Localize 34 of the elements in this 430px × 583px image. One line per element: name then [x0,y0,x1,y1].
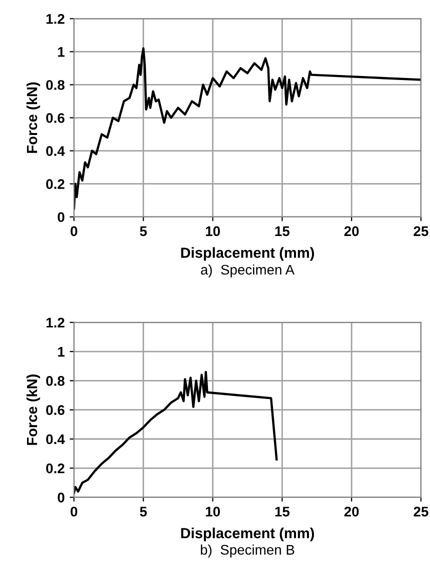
x-tick-label: 25 [414,226,428,236]
y-tick-label: 1.2 [46,14,64,24]
y-tick-label: 0.8 [46,376,65,386]
x-tick-label: 5 [140,226,147,236]
line-series [74,47,421,210]
y-tick-label: 0.4 [46,434,65,444]
y-tick-label: 0 [58,212,64,222]
x-tick-label: 25 [414,506,428,517]
y-axis-title: Force (kN) [26,374,40,445]
x-axis-title: Displacement (mm) [181,528,314,542]
y-tick-label: 1 [58,47,65,57]
x-tick-label: 15 [275,226,290,236]
y-tick-label: 1.2 [46,318,64,328]
y-tick-label: 0 [58,492,64,502]
text: b) Specimen B [200,544,294,558]
y-tick-label: 0.8 [46,80,65,90]
y-tick-label: 0.2 [46,463,64,474]
y-tick-label: 0.4 [46,146,65,156]
x-tick-label: 10 [206,506,220,517]
x-tick-label: 0 [70,226,78,236]
x-tick-label: 5 [140,506,147,517]
y-tick-label: 0.6 [46,405,64,416]
x-tick-label: 0 [70,506,78,517]
line-series [74,370,278,494]
y-axis-title: Force (kN) [26,82,40,153]
y-tick-label: 0.6 [46,113,64,123]
x-tick-label: 15 [275,506,290,517]
text: a) Specimen A [200,264,295,278]
y-tick-label: 0.2 [46,179,64,190]
x-axis-title: Displacement (mm) [181,247,314,261]
y-tick-label: 1 [58,347,65,357]
x-tick-label: 10 [206,226,220,236]
x-tick-label: 20 [344,506,359,517]
x-tick-label: 20 [344,226,359,236]
